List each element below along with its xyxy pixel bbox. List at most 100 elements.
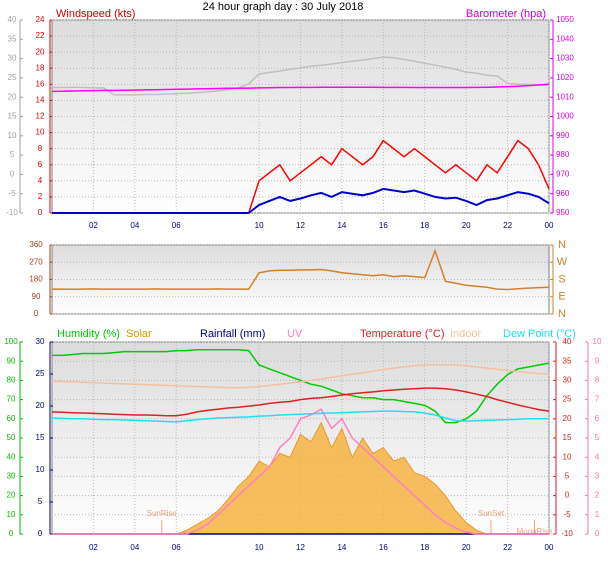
- y-tick-label: 0: [34, 309, 39, 318]
- legend-label: Temperature (°C): [360, 328, 444, 340]
- x-tick-label: 04: [130, 221, 139, 230]
- y-tick-label: -5: [8, 189, 16, 198]
- y-tick-label: 14: [36, 96, 45, 105]
- y-tick-label: 10: [593, 337, 602, 346]
- y-tick-label: 25: [36, 369, 45, 378]
- series-line: [52, 187, 550, 214]
- y-tick-label: 4: [38, 176, 43, 185]
- series-line: [51, 410, 549, 423]
- x-tick-label: 16: [379, 221, 388, 230]
- y-tick-label: 18: [36, 63, 45, 72]
- y-tick-label: -5: [563, 510, 571, 519]
- y-tick-label: 3: [595, 472, 600, 481]
- x-tick-label: 22: [503, 221, 512, 230]
- y-tick-label: 1010: [556, 92, 574, 101]
- y-tick-label: 5: [565, 472, 570, 481]
- legend-label: Humidity (%): [57, 328, 120, 340]
- x-tick-label: 00: [545, 221, 554, 230]
- plot-area: [51, 244, 550, 315]
- y-tick-label: 8: [595, 376, 600, 385]
- series-line: [51, 83, 550, 93]
- x-tick-label: 06: [172, 543, 181, 552]
- x-tick-label: 06: [172, 221, 181, 230]
- y-tick-label: 10: [36, 465, 45, 474]
- y-tick-label: 30: [7, 472, 16, 481]
- y-tick-label: 1020: [556, 73, 574, 82]
- y-tick-label: 35: [563, 356, 572, 365]
- annotation: SunRise: [147, 509, 178, 518]
- y-tick-label: 1: [595, 510, 600, 519]
- y-tick-label: 12: [36, 112, 45, 121]
- y-tick-label: 0: [38, 208, 43, 217]
- y-tick-label: E: [558, 291, 565, 303]
- y-tick-label: 90: [32, 292, 41, 301]
- legend-label: Indoor: [450, 328, 482, 340]
- y-tick-label: 270: [29, 257, 43, 266]
- x-tick-label: 10: [255, 221, 264, 230]
- y-tick-label: 40: [7, 452, 16, 461]
- y-tick-label: 30: [36, 337, 45, 346]
- y-tick-label: 70: [7, 395, 16, 404]
- x-tick-label: 10: [255, 543, 264, 552]
- x-tick-label: 18: [420, 543, 429, 552]
- y-tick-label: 25: [563, 395, 572, 404]
- x-tick-label: 00: [545, 543, 554, 552]
- y-tick-label: 15: [563, 433, 572, 442]
- y-tick-label: 20: [36, 401, 45, 410]
- y-tick-label: 20: [563, 414, 572, 423]
- y-tick-label: 1000: [556, 112, 574, 121]
- y-tick-label: 10: [8, 131, 17, 140]
- y-tick-label: 950: [556, 208, 570, 217]
- series-line: [52, 248, 550, 291]
- y-tick-label: 16: [36, 79, 45, 88]
- y-tick-label: W: [557, 256, 568, 268]
- y-tick-label: 180: [29, 275, 43, 284]
- y-tick-label: 8: [38, 144, 43, 153]
- y-tick-label: 360: [29, 240, 43, 249]
- y-tick-label: 30: [563, 376, 572, 385]
- y-tick-label: 1050: [556, 15, 574, 24]
- y-tick-label: 10: [7, 510, 16, 519]
- y-tick-label: 90: [7, 356, 16, 365]
- y-tick-label: 7: [595, 395, 600, 404]
- y-tick-label: 10: [36, 128, 45, 137]
- y-tick-label: 30: [8, 54, 17, 63]
- y-tick-label: N: [558, 308, 566, 320]
- legend-label: Solar: [126, 328, 152, 340]
- y-tick-label: 60: [7, 414, 16, 423]
- x-tick-label: 18: [420, 221, 429, 230]
- y-tick-label: 24: [36, 15, 45, 24]
- y-tick-label: 40: [563, 337, 572, 346]
- x-tick-label: 02: [89, 543, 98, 552]
- y-tick-label: 960: [556, 189, 570, 198]
- y-tick-label: 4: [595, 452, 600, 461]
- y-tick-label: 0: [10, 170, 15, 179]
- y-tick-label: 50: [7, 433, 16, 442]
- y-tick-label: -10: [6, 208, 18, 217]
- x-tick-label: 14: [337, 543, 346, 552]
- y-tick-label: 0: [595, 529, 600, 538]
- y-tick-label: 40: [8, 15, 17, 24]
- legend-label: Rainfall (mm): [200, 328, 265, 340]
- x-tick-label: 14: [337, 221, 346, 230]
- y-tick-label: 990: [556, 131, 570, 140]
- x-tick-label: 12: [296, 221, 305, 230]
- x-tick-label: 02: [89, 221, 98, 230]
- y-tick-label: 25: [8, 73, 17, 82]
- y-tick-label: 5: [10, 150, 15, 159]
- chart-title: 24 hour graph day : 30 July 2018: [203, 1, 364, 13]
- x-tick-label: 22: [503, 543, 512, 552]
- legend-label: Dew Point (°C): [503, 328, 576, 340]
- series-line: [51, 363, 550, 389]
- x-tick-label: 16: [379, 543, 388, 552]
- y-tick-label: S: [558, 273, 565, 285]
- y-tick-label: 0: [9, 529, 14, 538]
- y-tick-label: 6: [38, 160, 43, 169]
- y-axis-title: Windspeed (kts): [56, 8, 135, 20]
- annotation: MoonRise: [516, 527, 553, 536]
- series-line: [52, 56, 550, 96]
- y-tick-label: 20: [7, 491, 16, 500]
- x-tick-label: 04: [130, 543, 139, 552]
- y-tick-label: 20: [8, 92, 17, 101]
